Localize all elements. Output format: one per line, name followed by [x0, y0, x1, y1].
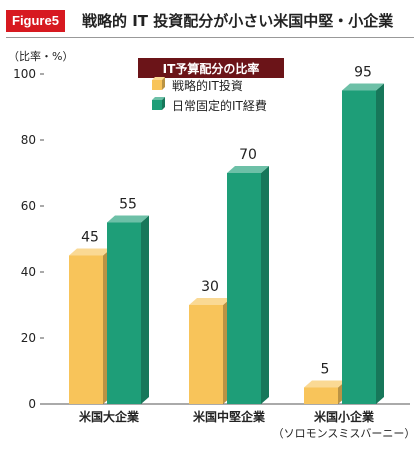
legend-swatch-top	[152, 97, 165, 100]
bar-value-label: 5	[321, 362, 330, 378]
bar-value-label: 95	[354, 65, 372, 81]
y-tick-label: 80	[21, 133, 36, 147]
bar-value-label: 45	[81, 230, 99, 246]
figure-title: 戦略的 IT 投資配分が小さい米国中堅・小企業	[82, 12, 394, 30]
bar-top	[69, 248, 111, 256]
y-tick-label: 60	[21, 199, 36, 213]
legend-swatch-side	[162, 97, 165, 110]
legend-swatch-side	[162, 77, 165, 90]
x-tick-label: 米国中堅企業	[193, 409, 266, 424]
bar	[227, 173, 261, 404]
x-tick-label: 米国小企業	[314, 409, 375, 424]
y-tick-label: 100	[13, 67, 36, 81]
legend-title: IT予算配分の比率	[163, 61, 260, 76]
bar	[69, 255, 103, 404]
x-axis-labels: 米国大企業 米国中堅企業 米国小企業 （ソロモンスミスバーニー）	[79, 409, 415, 440]
x-tick-sublabel: （ソロモンスミスバーニー）	[273, 427, 416, 440]
bar	[189, 305, 223, 404]
legend-title-bg	[138, 58, 284, 78]
legend-label: 戦略的IT投資	[172, 78, 243, 93]
legend-label: 日常固定的IT経費	[172, 98, 267, 113]
figure-header: Figure5 戦略的 IT 投資配分が小さい米国中堅・小企業	[0, 8, 420, 38]
bar-top	[227, 166, 269, 173]
bar-side	[141, 215, 149, 404]
header-divider	[6, 37, 414, 38]
bar	[342, 90, 376, 404]
bar-top	[304, 380, 346, 388]
bar-side	[261, 166, 269, 404]
y-tick-label: 20	[21, 331, 36, 345]
y-tick-label: 0	[28, 397, 36, 411]
legend-swatch-top	[152, 77, 165, 80]
y-unit-label: （比率・%）	[8, 49, 73, 63]
bar-side	[376, 83, 384, 404]
bar-value-label: 30	[201, 279, 219, 295]
bar	[304, 387, 338, 404]
bar-value-label: 55	[119, 197, 137, 213]
bar	[107, 222, 141, 404]
bar-value-label: 70	[239, 147, 257, 163]
y-tick-label: 40	[21, 265, 36, 279]
legend-swatch	[152, 80, 162, 90]
legend-swatch	[152, 100, 162, 110]
x-tick-label: 米国大企業	[79, 409, 140, 424]
figure-badge: Figure5	[6, 10, 65, 32]
bar-top	[189, 298, 231, 305]
bar-top	[107, 215, 149, 223]
bar-top	[342, 83, 384, 91]
y-axis-ticks: 0 20 40 60 80 100	[13, 67, 44, 411]
